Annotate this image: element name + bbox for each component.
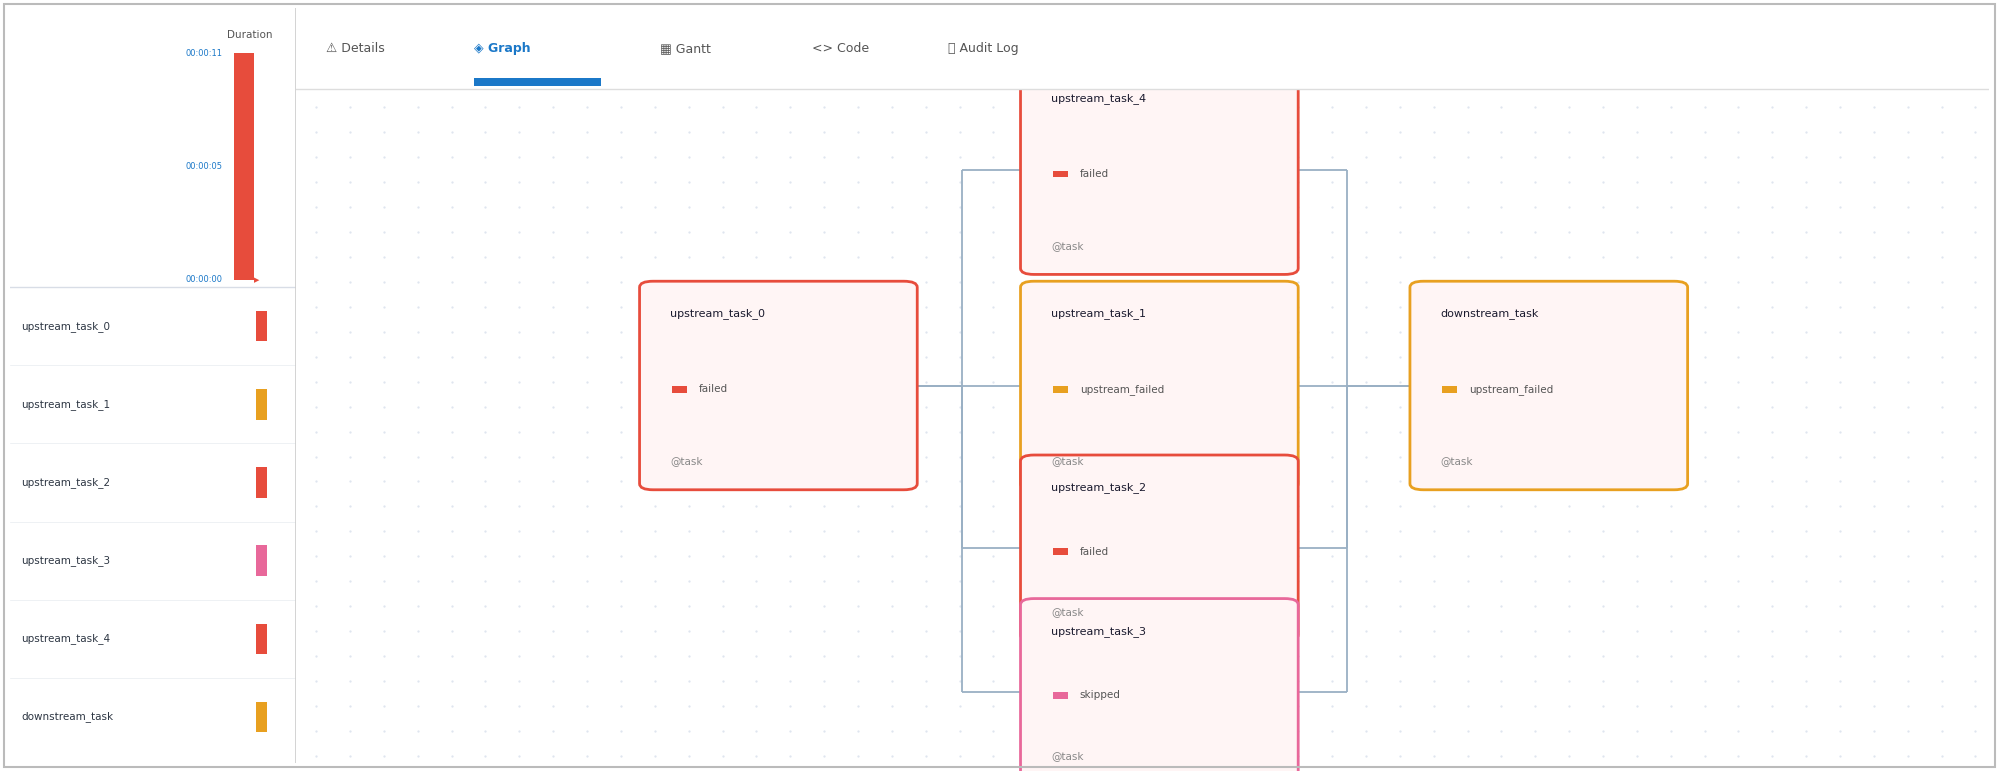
FancyBboxPatch shape	[1021, 598, 1297, 771]
Bar	[256, 545, 268, 576]
Text: skipped: skipped	[1079, 690, 1121, 700]
Text: upstream_task_1: upstream_task_1	[1051, 308, 1145, 319]
Text: 00:00:05: 00:00:05	[186, 162, 224, 171]
Text: ▦ Gantt: ▦ Gantt	[659, 42, 711, 55]
Text: upstream_task_1: upstream_task_1	[22, 399, 110, 410]
Bar	[256, 702, 268, 732]
Bar	[256, 389, 268, 419]
Text: @task: @task	[1051, 456, 1083, 466]
Text: upstream_task_3: upstream_task_3	[1051, 626, 1145, 637]
Text: downstream_task: downstream_task	[22, 711, 114, 722]
Bar	[474, 78, 599, 86]
Bar	[1053, 692, 1067, 699]
Bar	[256, 624, 268, 654]
Bar	[1053, 386, 1067, 392]
Text: <> Code: <> Code	[811, 42, 869, 55]
Text: failed: failed	[1079, 169, 1109, 179]
Text: @task: @task	[1441, 456, 1473, 466]
Text: upstream_task_4: upstream_task_4	[1051, 93, 1145, 104]
Text: downstream_task: downstream_task	[1441, 308, 1538, 319]
Text: @task: @task	[1051, 241, 1083, 251]
Text: upstream_task_4: upstream_task_4	[22, 633, 110, 644]
Text: upstream_task_3: upstream_task_3	[22, 555, 110, 566]
Text: @task: @task	[669, 456, 701, 466]
Text: 🔒 Audit Log: 🔒 Audit Log	[947, 42, 1017, 55]
Text: 00:00:11: 00:00:11	[186, 49, 224, 58]
Text: upstream_task_0: upstream_task_0	[669, 308, 765, 319]
Text: ⚠ Details: ⚠ Details	[326, 42, 386, 55]
FancyBboxPatch shape	[1021, 455, 1297, 641]
Text: upstream_task_0: upstream_task_0	[22, 321, 110, 332]
Bar	[256, 311, 268, 342]
Text: upstream_task_2: upstream_task_2	[22, 477, 110, 488]
Text: upstream_failed: upstream_failed	[1469, 384, 1552, 395]
Text: @task: @task	[1051, 608, 1083, 617]
Text: upstream_failed: upstream_failed	[1079, 384, 1163, 395]
FancyBboxPatch shape	[1021, 66, 1297, 274]
Text: upstream_task_2: upstream_task_2	[1051, 482, 1145, 493]
FancyBboxPatch shape	[1409, 281, 1686, 490]
Bar	[1053, 170, 1067, 177]
Text: 00:00:00: 00:00:00	[186, 275, 224, 284]
Text: Duration: Duration	[228, 30, 274, 40]
FancyBboxPatch shape	[639, 281, 917, 490]
Text: @task: @task	[1051, 751, 1083, 761]
Bar	[256, 467, 268, 497]
Bar	[296, 8, 1988, 89]
Text: ◈ Graph: ◈ Graph	[474, 42, 529, 55]
Text: failed: failed	[1079, 547, 1109, 557]
Text: ▶: ▶	[254, 277, 260, 283]
Bar	[234, 53, 254, 280]
Text: failed: failed	[699, 384, 727, 394]
Bar	[1053, 548, 1067, 555]
FancyBboxPatch shape	[1021, 281, 1297, 490]
Bar	[671, 386, 687, 392]
Bar	[1441, 386, 1457, 392]
